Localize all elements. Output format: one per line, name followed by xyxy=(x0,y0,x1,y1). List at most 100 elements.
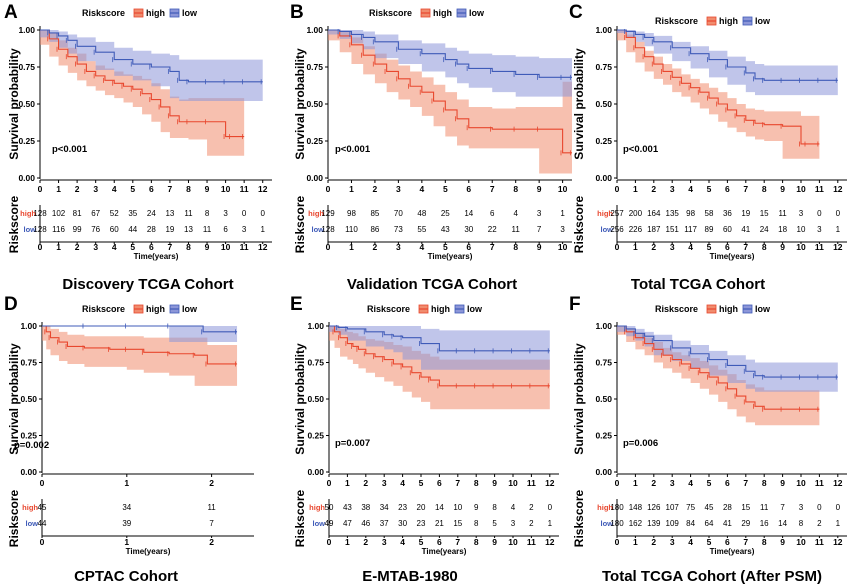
y-axis-title: Survival probability xyxy=(293,48,307,160)
risk-count-high: 102 xyxy=(52,209,66,218)
x-tick-label: 8 xyxy=(762,478,767,488)
risk-count-low: 24 xyxy=(760,225,769,234)
x-tick-label: 0 xyxy=(615,184,620,194)
x-tick-label: 6 xyxy=(466,184,471,194)
x-tick-label: 5 xyxy=(419,478,424,488)
risk-count-low: 64 xyxy=(705,519,714,528)
risk-count-high: 38 xyxy=(361,503,370,512)
risk-tick-label: 6 xyxy=(725,242,730,252)
risk-count-high: 13 xyxy=(165,209,174,218)
risk-tick-label: 6 xyxy=(466,242,471,252)
legend: Riskscore high low xyxy=(655,304,771,314)
risk-count-high: 3 xyxy=(537,209,542,218)
risk-row-label-low: low xyxy=(601,519,614,528)
risk-row-label-high: high xyxy=(308,209,324,218)
risk-tick-label: 3 xyxy=(670,242,675,252)
y-tick-label: 0.50 xyxy=(595,99,612,109)
x-tick-label: 4 xyxy=(419,184,424,194)
risk-tick-label: 0 xyxy=(615,537,620,547)
legend: Riskscore high low xyxy=(655,16,771,26)
risk-count-high: 2 xyxy=(529,503,534,512)
x-tick-label: 3 xyxy=(93,184,98,194)
x-tick-label: 10 xyxy=(796,184,806,194)
risk-tick-label: 9 xyxy=(492,537,497,547)
risk-count-high: 70 xyxy=(394,209,403,218)
risk-count-low: 7 xyxy=(537,225,542,234)
risk-count-low: 46 xyxy=(361,519,370,528)
y-tick-label: 0.75 xyxy=(595,358,612,368)
risk-table-title: Riskscore xyxy=(7,195,21,253)
risk-count-high: 4 xyxy=(511,503,516,512)
risk-tick-label: 12 xyxy=(545,537,555,547)
risk-tick-label: 8 xyxy=(474,537,479,547)
x-tick-label: 1 xyxy=(633,184,638,194)
x-axis-title: Time(years) xyxy=(428,252,473,261)
risk-count-low: 10 xyxy=(797,225,806,234)
x-tick-label: 11 xyxy=(815,184,824,194)
risk-tick-label: 2 xyxy=(651,242,656,252)
risk-table: Riskscore highlow128128010211618199267763… xyxy=(7,195,272,261)
risk-count-high: 10 xyxy=(453,503,462,512)
risk-count-high: 3 xyxy=(799,209,804,218)
y-tick-label: 1.00 xyxy=(306,25,323,35)
x-axis-title: Time(years) xyxy=(126,547,171,556)
risk-tick-label: 3 xyxy=(93,242,98,252)
risk-count-low: 39 xyxy=(122,519,131,528)
survival-curve-low xyxy=(40,29,263,83)
risk-tick-label: 7 xyxy=(490,242,495,252)
x-tick-label: 10 xyxy=(558,184,568,194)
cohort-title: Discovery TCGA Cohort xyxy=(62,276,233,293)
risk-tick-label: 5 xyxy=(443,242,448,252)
risk-count-low: 8 xyxy=(799,519,804,528)
risk-row-label-high: high xyxy=(597,209,613,218)
risk-count-low: 44 xyxy=(38,519,47,528)
x-tick-label: 1 xyxy=(56,184,61,194)
risk-table: Riskscore highlow129128098110185862707334… xyxy=(293,195,572,261)
risk-tick-label: 1 xyxy=(124,537,129,547)
risk-count-high: 0 xyxy=(548,503,553,512)
x-tick-label: 2 xyxy=(209,478,214,488)
y-axis-title: Survival probability xyxy=(572,48,586,160)
x-tick-label: 3 xyxy=(382,478,387,488)
x-tick-label: 12 xyxy=(258,184,268,194)
survival-curve-high xyxy=(329,325,550,387)
y-tick-label: 0.00 xyxy=(595,173,612,183)
risk-count-low: 44 xyxy=(128,225,137,234)
x-tick-label: 10 xyxy=(508,478,518,488)
risk-count-high: 43 xyxy=(343,503,352,512)
x-tick-label: 4 xyxy=(112,184,117,194)
risk-tick-label: 5 xyxy=(419,537,424,547)
risk-count-low: 84 xyxy=(686,519,695,528)
p-value: p=0.006 xyxy=(623,438,658,449)
legend-high-label: high xyxy=(719,304,738,314)
risk-tick-label: 7 xyxy=(743,537,748,547)
x-tick-label: 7 xyxy=(743,478,748,488)
risk-count-high: 135 xyxy=(666,209,680,218)
risk-count-high: 50 xyxy=(325,503,334,512)
risk-count-high: 48 xyxy=(417,209,426,218)
cohort-title: Total TCGA Cohort xyxy=(631,276,765,293)
risk-row-label-low: low xyxy=(313,519,326,528)
risk-count-low: 1 xyxy=(260,225,265,234)
risk-count-low: 76 xyxy=(91,225,100,234)
risk-count-high: 14 xyxy=(435,503,444,512)
risk-count-high: 52 xyxy=(110,209,119,218)
risk-tick-label: 5 xyxy=(707,242,712,252)
risk-row-label-high: high xyxy=(22,503,38,512)
risk-count-low: 41 xyxy=(723,519,732,528)
risk-count-high: 107 xyxy=(666,503,680,512)
y-axis-title: Survival probability xyxy=(7,48,21,160)
x-tick-label: 6 xyxy=(725,478,730,488)
risk-count-low: 162 xyxy=(629,519,643,528)
y-axis-title: Survival probability xyxy=(293,343,307,455)
risk-row-label-high: high xyxy=(20,209,36,218)
cohort-title: Total TCGA Cohort (After PSM) xyxy=(602,568,822,585)
risk-tick-label: 0 xyxy=(327,537,332,547)
risk-row-label-low: low xyxy=(24,225,37,234)
risk-count-low: 37 xyxy=(380,519,389,528)
legend-title: Riskscore xyxy=(655,16,698,26)
risk-count-high: 8 xyxy=(205,209,210,218)
risk-count-high: 45 xyxy=(38,503,47,512)
